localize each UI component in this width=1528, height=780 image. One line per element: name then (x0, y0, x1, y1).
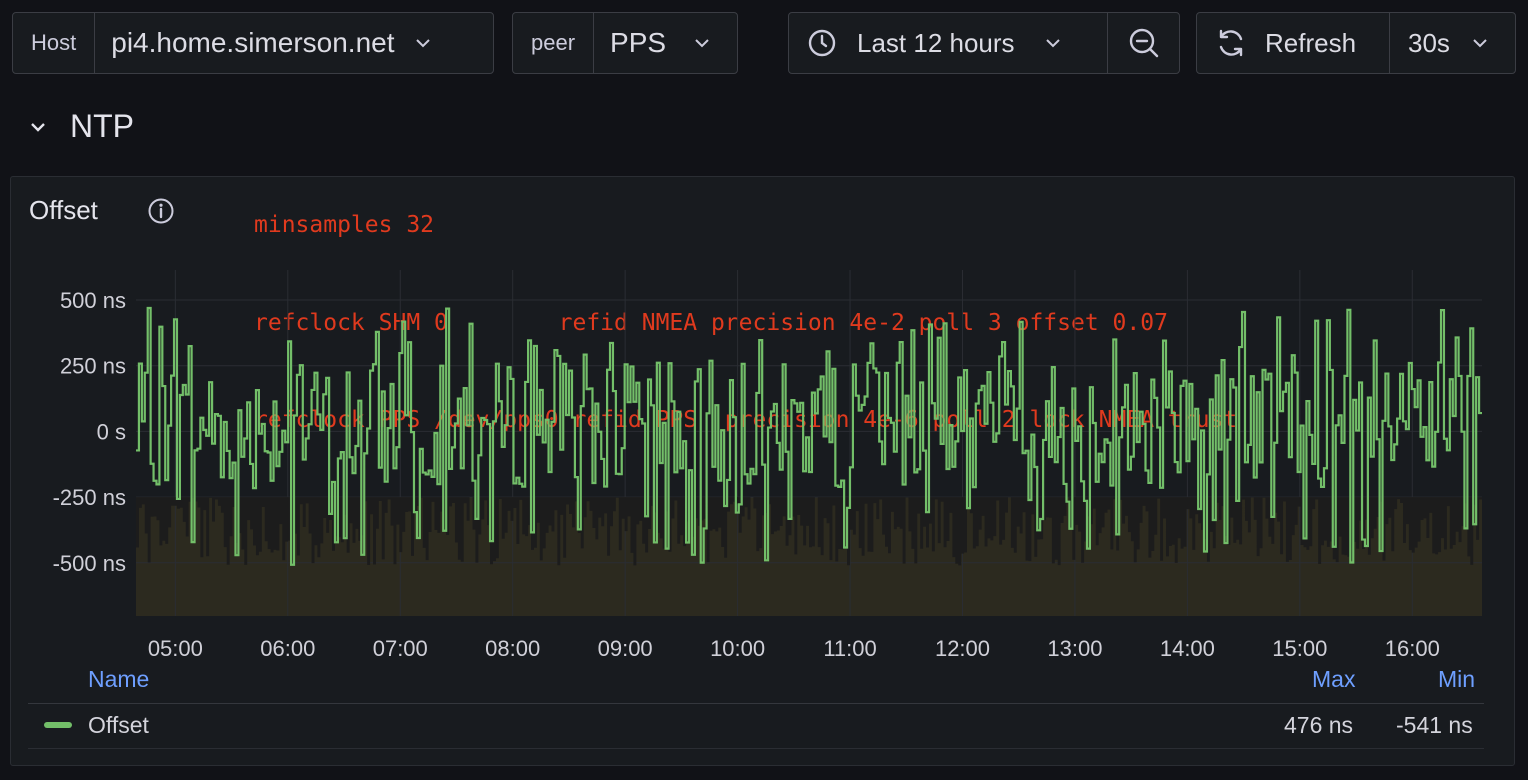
legend-bottom-divider (28, 748, 1484, 749)
row-header-ntp[interactable]: NTP (28, 108, 134, 145)
chevron-down-icon (695, 39, 709, 48)
annotation-line: minsamples 32 (254, 212, 435, 238)
chevron-down-icon (31, 122, 45, 132)
refresh-button[interactable]: Refresh (1197, 13, 1389, 73)
legend-series-max: 476 ns (1284, 712, 1354, 738)
refresh-picker[interactable]: Refresh 30s (1196, 12, 1516, 74)
legend-color-swatch (44, 722, 72, 728)
info-icon[interactable] (147, 197, 175, 225)
zoom-out-icon (1129, 28, 1158, 58)
peer-variable[interactable]: peer PPS (512, 12, 738, 74)
time-range-button[interactable]: Last 12 hours (789, 13, 1107, 73)
chevron-down-icon (1473, 39, 1487, 48)
time-range-value: Last 12 hours (857, 27, 1015, 58)
clock-icon (808, 29, 836, 57)
panel-annotation: minsamples 32 refclock SHM 0 refid NMEA … (254, 144, 1237, 469)
panel-title: Offset (29, 195, 98, 225)
zoom-out-button[interactable] (1107, 13, 1179, 73)
legend-header-name[interactable]: Name (88, 666, 150, 692)
refresh-label: Refresh (1265, 27, 1357, 58)
host-select[interactable]: pi4.home.simerson.net (95, 13, 448, 73)
legend-series-name[interactable]: Offset (88, 712, 149, 738)
row-title: NTP (70, 108, 134, 144)
refresh-icon (1219, 29, 1243, 57)
legend-header-max[interactable]: Max (1312, 666, 1356, 692)
host-variable[interactable]: Host pi4.home.simerson.net (12, 12, 494, 74)
peer-label: peer (513, 13, 595, 73)
host-label: Host (13, 13, 96, 73)
refresh-interval-select[interactable]: 30s (1389, 13, 1515, 73)
chevron-down-icon (415, 39, 430, 48)
refresh-interval-value: 30s (1408, 27, 1450, 58)
legend-series-min: -541 ns (1396, 712, 1473, 738)
annotation-line: refclock PPS /dev/pps0 refid PPS precisi… (254, 407, 1238, 433)
peer-value: PPS (610, 27, 667, 58)
annotation-line: refclock SHM 0 refid NMEA precision 4e-2… (254, 309, 1168, 336)
legend-divider (28, 703, 1484, 704)
legend-header-min[interactable]: Min (1438, 666, 1476, 692)
host-value: pi4.home.simerson.net (111, 27, 395, 58)
peer-select[interactable]: PPS (594, 13, 728, 73)
time-picker[interactable]: Last 12 hours (788, 12, 1180, 74)
chevron-down-icon (1045, 39, 1060, 48)
